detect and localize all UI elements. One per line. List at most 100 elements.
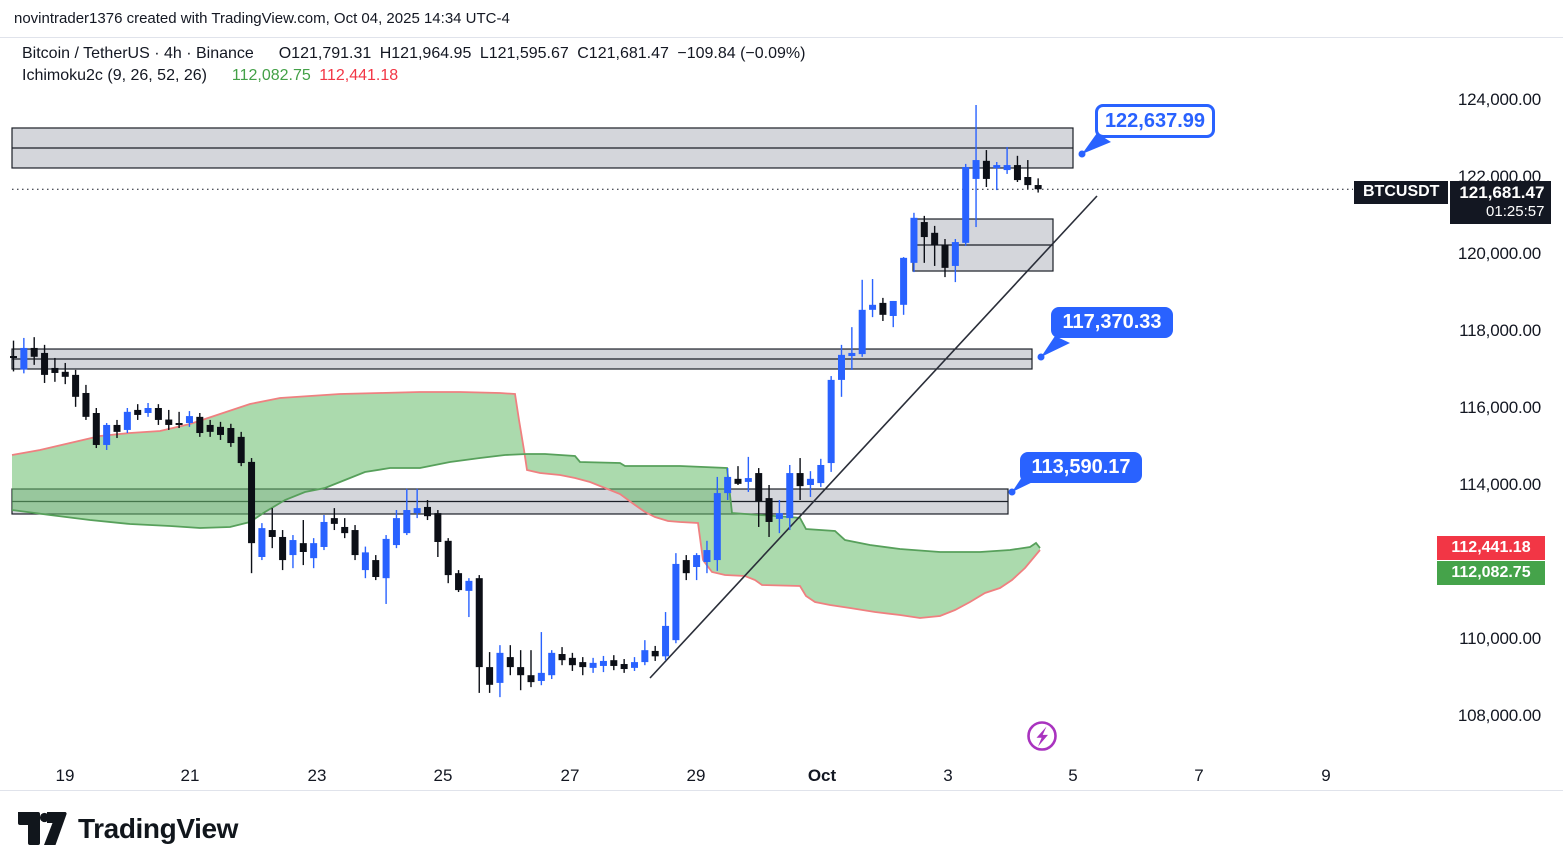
price-axis-label: 116,000.00 (1459, 398, 1541, 417)
candle-body (662, 625, 670, 657)
candle-body (744, 478, 752, 482)
time-axis-label: 3 (943, 766, 953, 785)
time-axis-label: 21 (180, 766, 200, 785)
callout-anchor-dot (1037, 353, 1045, 361)
candle-body (527, 675, 535, 683)
tradingview-logo-text: TradingView (78, 813, 239, 844)
candle-body (123, 411, 131, 430)
legend-symbol: Bitcoin / TetherUS · 4h · Binance (22, 45, 254, 62)
ascending-trendline[interactable] (649, 195, 1098, 679)
price-callout-122637[interactable]: 122,637.99 (1095, 104, 1215, 138)
candle-body (568, 657, 576, 666)
time-axis-label: 7 (1194, 766, 1204, 785)
indicator-senkou-a-value: 112,441.18 (319, 67, 399, 84)
candle-body (724, 476, 732, 494)
candle-body (806, 478, 814, 485)
candle-body (413, 508, 421, 514)
candle-body (392, 518, 400, 546)
chart-canvas[interactable] (0, 0, 1563, 800)
candle-body (703, 550, 711, 562)
price-callout-117370[interactable]: 117,370.33 (1051, 307, 1173, 338)
candle-body (993, 165, 1001, 169)
time-axis-label: 27 (560, 766, 580, 785)
price-axis-label: 118,000.00 (1459, 321, 1541, 340)
candle-body (765, 498, 773, 522)
candle-body (951, 242, 959, 266)
candle-body (900, 257, 908, 305)
header-bar: novintrader1376 created with TradingView… (0, 0, 1563, 38)
candle-body (972, 160, 980, 179)
candle-body (30, 347, 38, 357)
candle-body (693, 555, 701, 568)
indicator-senkou-b-value: 112,082.75 (231, 67, 311, 84)
price-axis-label: 124,000.00 (1457, 90, 1541, 109)
ichimoku-cloud (11, 391, 1041, 619)
candle-body (796, 473, 804, 487)
candle-body (651, 650, 659, 657)
legend-indicator-row[interactable]: Ichimoku2c (9, 26, 52, 26) 112,082.75 11… (22, 67, 809, 89)
candle-body (775, 513, 783, 519)
candle-body (506, 657, 514, 668)
time-axis-label: 19 (55, 766, 75, 785)
time-axis-label: Oct (807, 766, 837, 785)
candle-body (444, 540, 452, 576)
candle-body (341, 526, 349, 534)
price-callout-113590[interactable]: 113,590.17 (1020, 452, 1142, 483)
bar-countdown: 01:25:57 (1486, 203, 1545, 220)
candle-body (838, 354, 845, 380)
candle-body (289, 540, 297, 556)
candle-body (734, 478, 742, 484)
candle-body (206, 424, 214, 432)
senkou-b-price-badge: 112,082.75 (1437, 561, 1545, 585)
senkou-a-price-badge: 112,441.18 (1437, 536, 1545, 560)
candle-body (361, 552, 369, 571)
candle-body (817, 464, 825, 484)
candle-body (185, 416, 193, 424)
candle-body (682, 560, 690, 574)
candle-body (599, 660, 607, 666)
candle-body (982, 160, 990, 179)
candle-body (258, 528, 266, 557)
indicator-name: Ichimoku2c (9, 26, 52, 26) (22, 67, 207, 84)
tradingview-logo[interactable]: TradingView (16, 811, 238, 847)
kumo-cloud-fill (12, 392, 1040, 618)
candle-body (631, 662, 638, 668)
candle-body (424, 506, 431, 517)
candle-body (320, 521, 328, 547)
candle-body (1013, 165, 1021, 181)
senkou-a-line (11, 391, 1041, 619)
candle-body (227, 428, 235, 444)
candle-body (941, 245, 949, 268)
candle-body (755, 473, 763, 502)
candle-body (879, 302, 887, 315)
candle-body (61, 371, 69, 377)
candle-body (351, 530, 359, 556)
lightning-icon[interactable] (1027, 721, 1057, 751)
candle-body (237, 436, 245, 464)
candle-body (82, 392, 90, 417)
candle-body (858, 309, 866, 355)
candle-body (372, 560, 380, 578)
candle-body (51, 367, 59, 373)
candle-body (113, 424, 121, 432)
legend-symbol-row[interactable]: Bitcoin / TetherUS · 4h · Binance O121,7… (22, 45, 809, 67)
candle-body (558, 654, 566, 661)
candle-body (848, 352, 856, 357)
candle-body (713, 493, 721, 561)
candle-body (537, 672, 545, 681)
candle-body (962, 166, 970, 243)
callout-tail (1041, 336, 1070, 357)
candle-body (610, 660, 618, 666)
time-axis-label: 5 (1068, 766, 1078, 785)
callout-tail (1082, 133, 1111, 154)
candle-body (931, 232, 939, 246)
candle-body (920, 222, 928, 238)
candle-body (279, 536, 287, 561)
candle-body (154, 408, 162, 420)
candle-body (175, 423, 183, 426)
candle-body (910, 217, 918, 263)
time-axis-label: 23 (307, 766, 327, 785)
candle-body (455, 573, 463, 591)
candle-body (1034, 185, 1042, 190)
